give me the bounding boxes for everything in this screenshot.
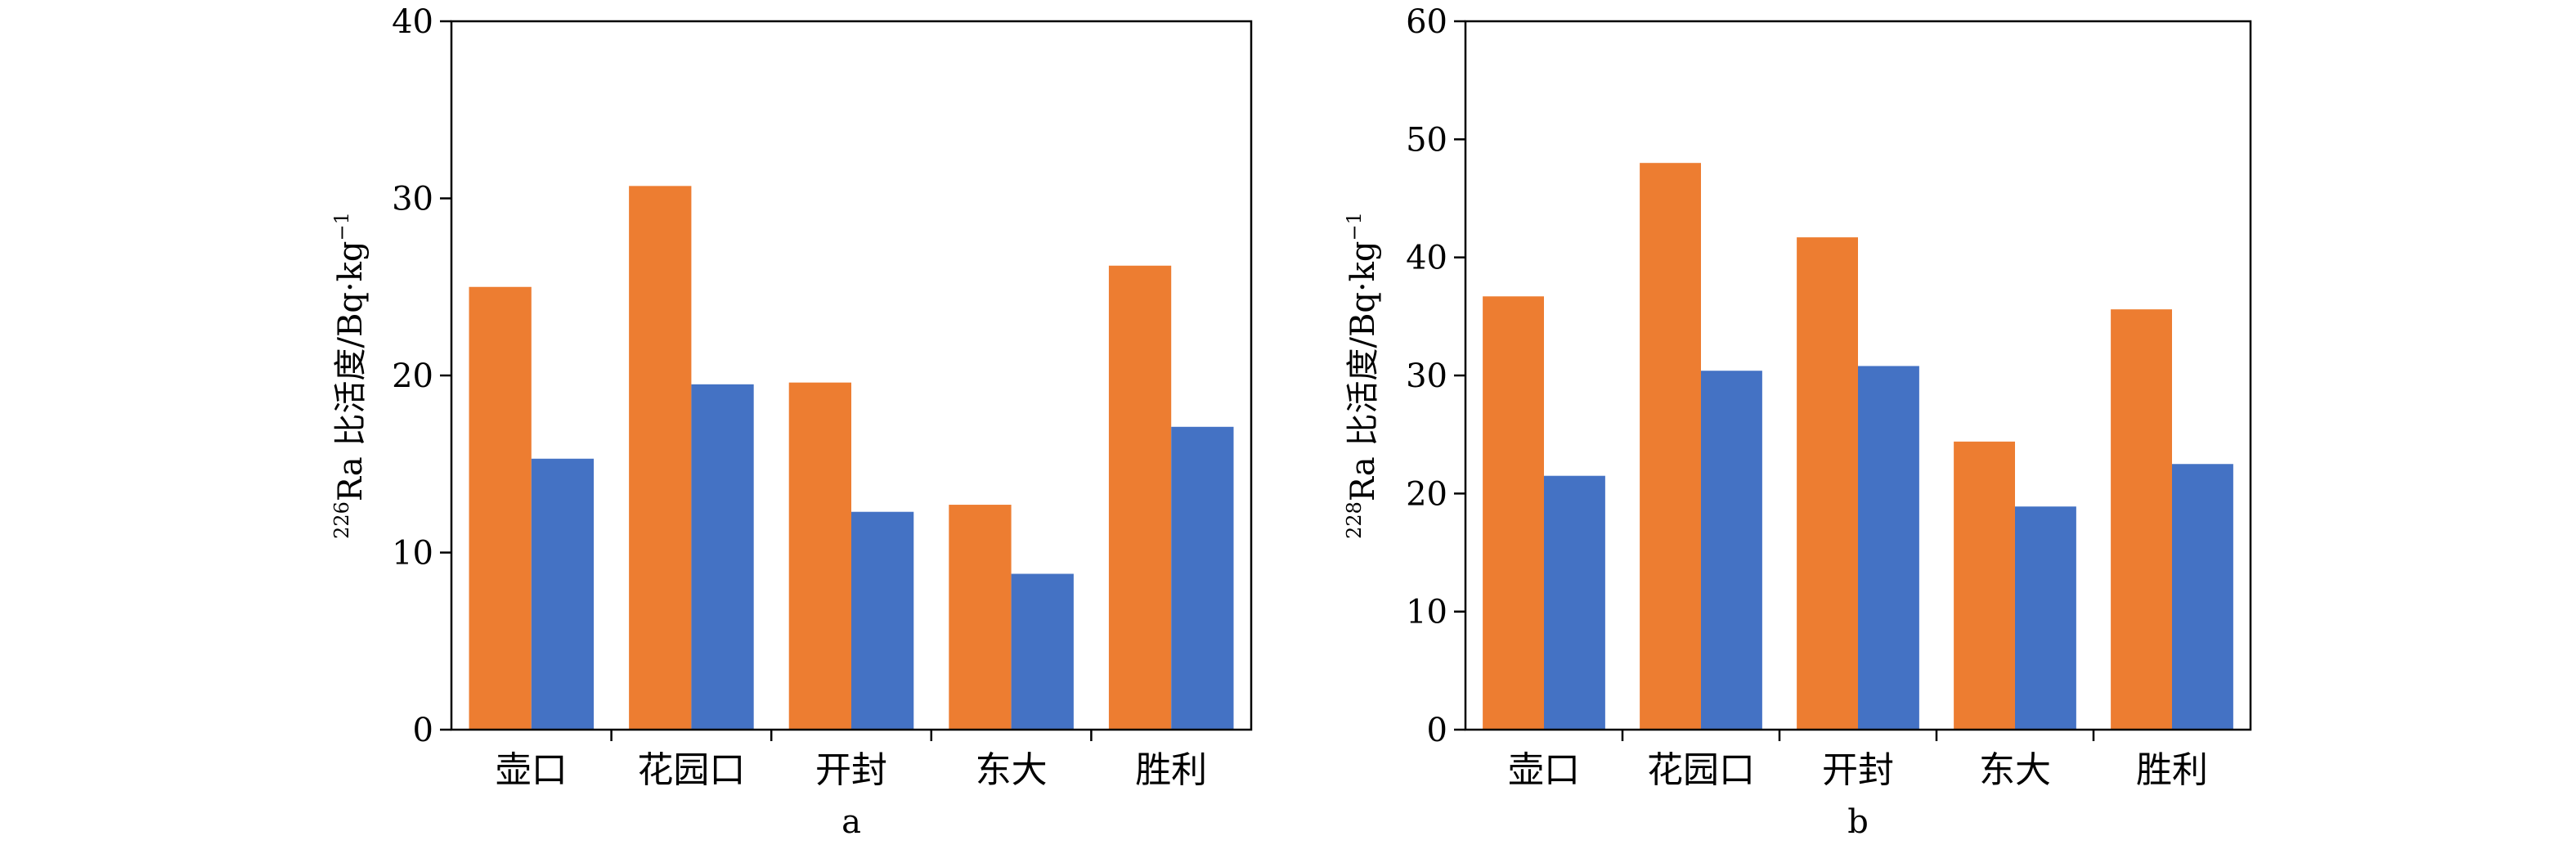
bar-b-series1-1 (1483, 296, 1544, 730)
x-category-label-a-2: 花园口 (637, 749, 745, 791)
y-tick-label-b-60: 60 (1406, 3, 1447, 41)
y-tick-label-b-50: 50 (1406, 121, 1447, 159)
panel-label-b: b (1847, 803, 1869, 841)
chart-panel-b: 0 10 20 30 40 50 60 壶口 花园口 开封 东大 胜利 b 228Ra 比活度/Bq·kg… (1343, 3, 2252, 841)
y-axis-label-isotope-mass: 228 (1343, 501, 1366, 539)
bar-b-series2-2 (1701, 371, 1762, 730)
x-category-label-b-4: 东大 (1979, 749, 2051, 791)
bar-a-series2-3 (851, 511, 914, 730)
y-tick-label-b-30: 30 (1406, 357, 1447, 395)
y-tick-label-b-20: 20 (1406, 475, 1447, 513)
y-tick-label-a-40: 40 (392, 3, 433, 41)
bar-a-series2-4 (1011, 573, 1074, 730)
y-axis-label-main: Ra 比活度/Bq·kg (1344, 240, 1382, 501)
bar-a-series1-4 (949, 505, 1012, 730)
bar-a-series1-2 (629, 186, 692, 730)
y-tick-label-a-30: 30 (392, 181, 433, 218)
bar-b-series1-2 (1640, 163, 1701, 730)
bar-b-series1-4 (1954, 441, 2015, 730)
x-category-label-a-3: 开封 (815, 749, 887, 791)
x-category-label-a-5: 胜利 (1135, 749, 1207, 791)
x-category-label-b-2: 花园口 (1647, 749, 1755, 791)
bar-b-series1-3 (1797, 237, 1858, 730)
y-axis-label-b: 228Ra 比活度/Bq·kg−1 (1343, 212, 1382, 539)
bar-a-series1-1 (469, 286, 532, 730)
y-tick-label-b-0: 0 (1427, 712, 1447, 749)
bar-b-series1-5 (2111, 309, 2172, 730)
y-axis-label-exponent: −1 (330, 212, 353, 240)
x-category-label-a-4: 东大 (976, 749, 1048, 791)
y-axis-label-main: Ra 比活度/Bq·kg (332, 240, 370, 501)
chart-panel-a: 0 10 20 30 40 壶口 花园口 开封 东大 胜利 a 226Ra 比活度/Bq·kg−1 (330, 3, 1253, 841)
panel-label-a: a (841, 803, 861, 841)
y-axis-label-a: 226Ra 比活度/Bq·kg−1 (330, 212, 370, 539)
x-category-label-b-5: 胜利 (2136, 749, 2208, 791)
y-axis-label-isotope-mass: 226 (330, 501, 353, 539)
bar-b-series2-5 (2172, 464, 2233, 730)
y-tick-label-a-10: 10 (392, 535, 433, 573)
bar-a-series2-5 (1171, 426, 1234, 730)
bar-a-series1-5 (1108, 265, 1172, 730)
y-tick-label-b-10: 10 (1406, 594, 1447, 632)
y-axis-label-exponent: −1 (1343, 212, 1366, 240)
bar-a-series2-1 (531, 458, 595, 730)
x-category-label-b-3: 开封 (1822, 749, 1894, 791)
bar-b-series2-3 (1858, 366, 1919, 730)
bar-a-series2-2 (691, 384, 754, 730)
y-tick-label-b-40: 40 (1406, 240, 1447, 277)
x-category-label-a-1: 壶口 (496, 749, 568, 791)
y-tick-label-a-20: 20 (392, 357, 433, 395)
bar-a-series1-3 (788, 382, 851, 730)
x-category-label-b-1: 壶口 (1508, 749, 1580, 791)
bar-b-series2-4 (2015, 506, 2076, 730)
bar-b-series2-1 (1544, 475, 1605, 730)
y-tick-label-a-0: 0 (413, 712, 433, 749)
